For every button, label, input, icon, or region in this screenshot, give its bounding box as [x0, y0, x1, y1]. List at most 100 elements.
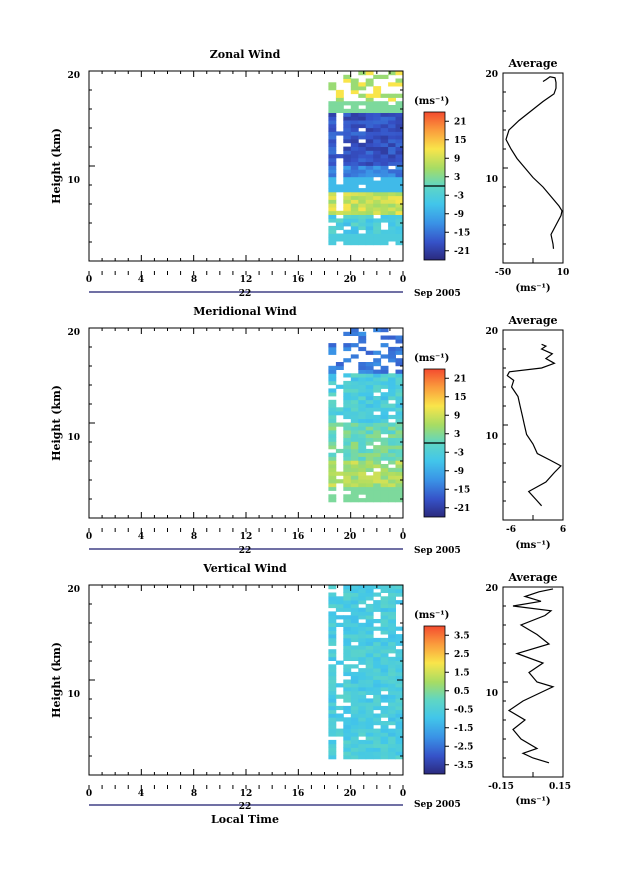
heatmap-cell — [395, 218, 404, 223]
heatmap-cell — [328, 713, 337, 718]
heatmap-cell — [328, 709, 337, 714]
y-axis-label: Height (km) — [50, 385, 63, 461]
heatmap-cell — [365, 350, 374, 355]
heatmap-cell — [388, 732, 396, 737]
heatmap-cell — [350, 89, 359, 95]
heatmap-cell — [328, 225, 337, 231]
heatmap-cell — [350, 101, 359, 106]
y-tick-label-20: 20 — [67, 71, 80, 81]
heatmap-cell — [343, 407, 352, 412]
heatmap-cell — [388, 97, 396, 102]
heatmap-cell — [388, 588, 396, 593]
colorbar-ticks: 3.5 2.5 1.5 0.5 -0.5 -1.5 -2.5 -3.5 — [445, 631, 473, 771]
heatmap-cell — [388, 611, 396, 616]
colorbar-tick-label: -2.5 — [454, 742, 473, 752]
heatmap-cell — [395, 131, 404, 136]
heatmap-cell — [365, 116, 374, 121]
heatmap-cell — [388, 377, 396, 382]
x-tick-label: 12 — [240, 789, 253, 799]
heatmap-cell — [373, 369, 382, 374]
heatmap-cell — [358, 399, 367, 404]
heatmap-cell — [328, 441, 337, 446]
heatmap-cell — [328, 456, 337, 461]
heatmap-cell — [395, 641, 404, 646]
heatmap-cell — [373, 671, 382, 677]
heatmap-cell — [373, 619, 382, 624]
heatmap-cell — [365, 637, 374, 643]
heatmap-cell — [388, 603, 396, 609]
heatmap-cell — [343, 687, 352, 692]
heatmap-cell — [395, 150, 404, 155]
heatmap-cell — [380, 188, 389, 193]
heatmap-cell — [365, 93, 374, 98]
heatmap-cell — [365, 120, 374, 125]
heatmap-cell — [380, 607, 389, 612]
heatmap-cell — [343, 396, 352, 401]
heatmap-cell — [358, 411, 367, 416]
heatmap-cell — [358, 445, 367, 450]
heatmap-cell — [373, 407, 382, 412]
heatmap-cell — [335, 622, 344, 627]
heatmap-cell — [358, 600, 367, 605]
heatmap-cell — [335, 713, 344, 718]
heatmap-cell — [335, 683, 344, 688]
heatmap-cell — [365, 641, 374, 646]
colorbar-ticks: 21 15 9 3 -3 -9 -15 -21 — [445, 374, 470, 514]
heatmap-cell — [395, 441, 404, 446]
heatmap-cell — [365, 414, 374, 420]
heatmap-cell — [380, 233, 389, 238]
heatmap-cell — [388, 622, 396, 627]
heatmap-cell — [388, 233, 396, 238]
heatmap-cell — [350, 690, 359, 695]
heatmap-cell — [328, 154, 337, 159]
heatmap-cell — [343, 430, 352, 435]
heatmap-cell — [373, 154, 382, 159]
heatmap-cell — [365, 656, 374, 661]
colorbar-tick-label: -15 — [454, 228, 470, 238]
heatmap-cell — [343, 343, 352, 348]
heatmap-cell — [395, 350, 404, 355]
x-tick-label: 20 — [344, 789, 357, 799]
heatmap-cell — [350, 656, 359, 661]
date-suffix: Sep 2005 — [414, 289, 461, 299]
heatmap-cell — [328, 622, 337, 627]
heatmap-cell — [350, 157, 359, 163]
heatmap-cell — [365, 407, 374, 412]
heatmap-cell — [350, 705, 359, 711]
heatmap-cell — [388, 373, 396, 378]
heatmap-cell — [358, 622, 367, 627]
heatmap-cell — [365, 645, 374, 650]
heatmap-cell — [328, 184, 337, 189]
colorbar-tick-label: 3.5 — [454, 631, 470, 641]
heatmap-cell — [388, 619, 396, 624]
heatmap-cell — [388, 671, 396, 677]
heatmap-cell — [350, 653, 359, 658]
heatmap-cell — [395, 422, 404, 427]
heatmap-cell — [328, 683, 337, 688]
heatmap-cell — [373, 173, 382, 178]
heatmap-cell — [343, 131, 352, 136]
heatmap-cell — [388, 702, 396, 707]
heatmap-cell — [358, 687, 367, 692]
heatmap-cell — [358, 460, 367, 465]
heatmap-cell — [380, 343, 389, 348]
heatmap-cell — [388, 112, 396, 117]
heatmap-cell — [388, 396, 396, 401]
heatmap-cell — [380, 611, 389, 616]
heatmap-cell — [373, 229, 382, 234]
heatmap-cell — [388, 169, 396, 174]
heatmap-cell — [343, 184, 352, 189]
heatmap-cell — [350, 592, 359, 597]
heatmap-cell — [328, 369, 337, 374]
colorbar-tick-label: 0.5 — [454, 687, 470, 697]
heatmap-cell — [365, 615, 374, 620]
heatmap-cell — [365, 634, 374, 639]
heatmap-cell — [388, 687, 396, 692]
heatmap-cell — [358, 222, 367, 227]
heatmap-cell — [358, 135, 367, 140]
heatmap-cell — [343, 127, 352, 132]
heatmap-cell — [350, 123, 359, 129]
heatmap-cell — [328, 233, 337, 238]
x-tick-label: 20 — [344, 532, 357, 542]
heatmap-cell — [365, 452, 374, 457]
